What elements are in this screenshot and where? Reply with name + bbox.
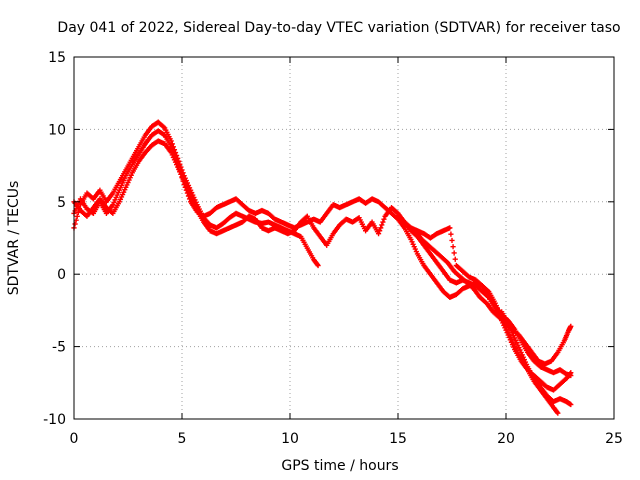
data-point-interp <box>381 216 387 222</box>
data-point <box>568 372 574 379</box>
grid-lines <box>74 57 614 419</box>
data-points <box>71 119 574 416</box>
x-tick-label: 15 <box>389 431 407 447</box>
data-point-interp <box>448 231 454 237</box>
y-tick-label: -5 <box>52 340 66 356</box>
x-axis-label: GPS time / hours <box>281 458 398 474</box>
y-tick-label: 15 <box>48 50 66 66</box>
data-point-interp <box>72 221 78 227</box>
y-axis-label: SDTVAR / TECUs <box>6 181 22 296</box>
data-point-interp <box>449 237 455 244</box>
x-tick-label: 5 <box>178 431 187 447</box>
x-tick-label: 10 <box>281 431 299 447</box>
x-tick-label: 0 <box>70 431 79 447</box>
data-point-interp <box>377 228 383 234</box>
y-tick-label: 0 <box>57 267 66 283</box>
data-point-interp <box>378 225 384 231</box>
data-point-interp <box>450 244 456 250</box>
data-point-interp <box>314 261 320 268</box>
chart-title: Day 041 of 2022, Sidereal Day-to-day VTE… <box>57 20 620 36</box>
data-point <box>447 225 453 231</box>
x-tick-label: 20 <box>497 431 515 447</box>
data-point-interp <box>379 222 385 228</box>
data-point-interp <box>74 213 80 219</box>
y-tick-label: -10 <box>43 412 66 428</box>
y-tick-label: 10 <box>48 122 66 138</box>
data-point-interp <box>452 256 458 262</box>
data-point-interp <box>554 409 560 415</box>
data-point <box>315 262 321 269</box>
y-tick-label: 5 <box>57 195 66 211</box>
data-point-interp <box>451 250 457 256</box>
data-point <box>568 401 574 408</box>
data-point <box>555 410 561 416</box>
data-point <box>375 231 382 237</box>
x-tick-label: 25 <box>605 431 623 447</box>
data-point <box>568 323 574 329</box>
axis-ticks: 0 5 10 15 20 25 -10 -5 0 5 10 15 <box>43 50 623 447</box>
data-point-interp <box>380 219 386 225</box>
plot-frame <box>73 56 615 420</box>
